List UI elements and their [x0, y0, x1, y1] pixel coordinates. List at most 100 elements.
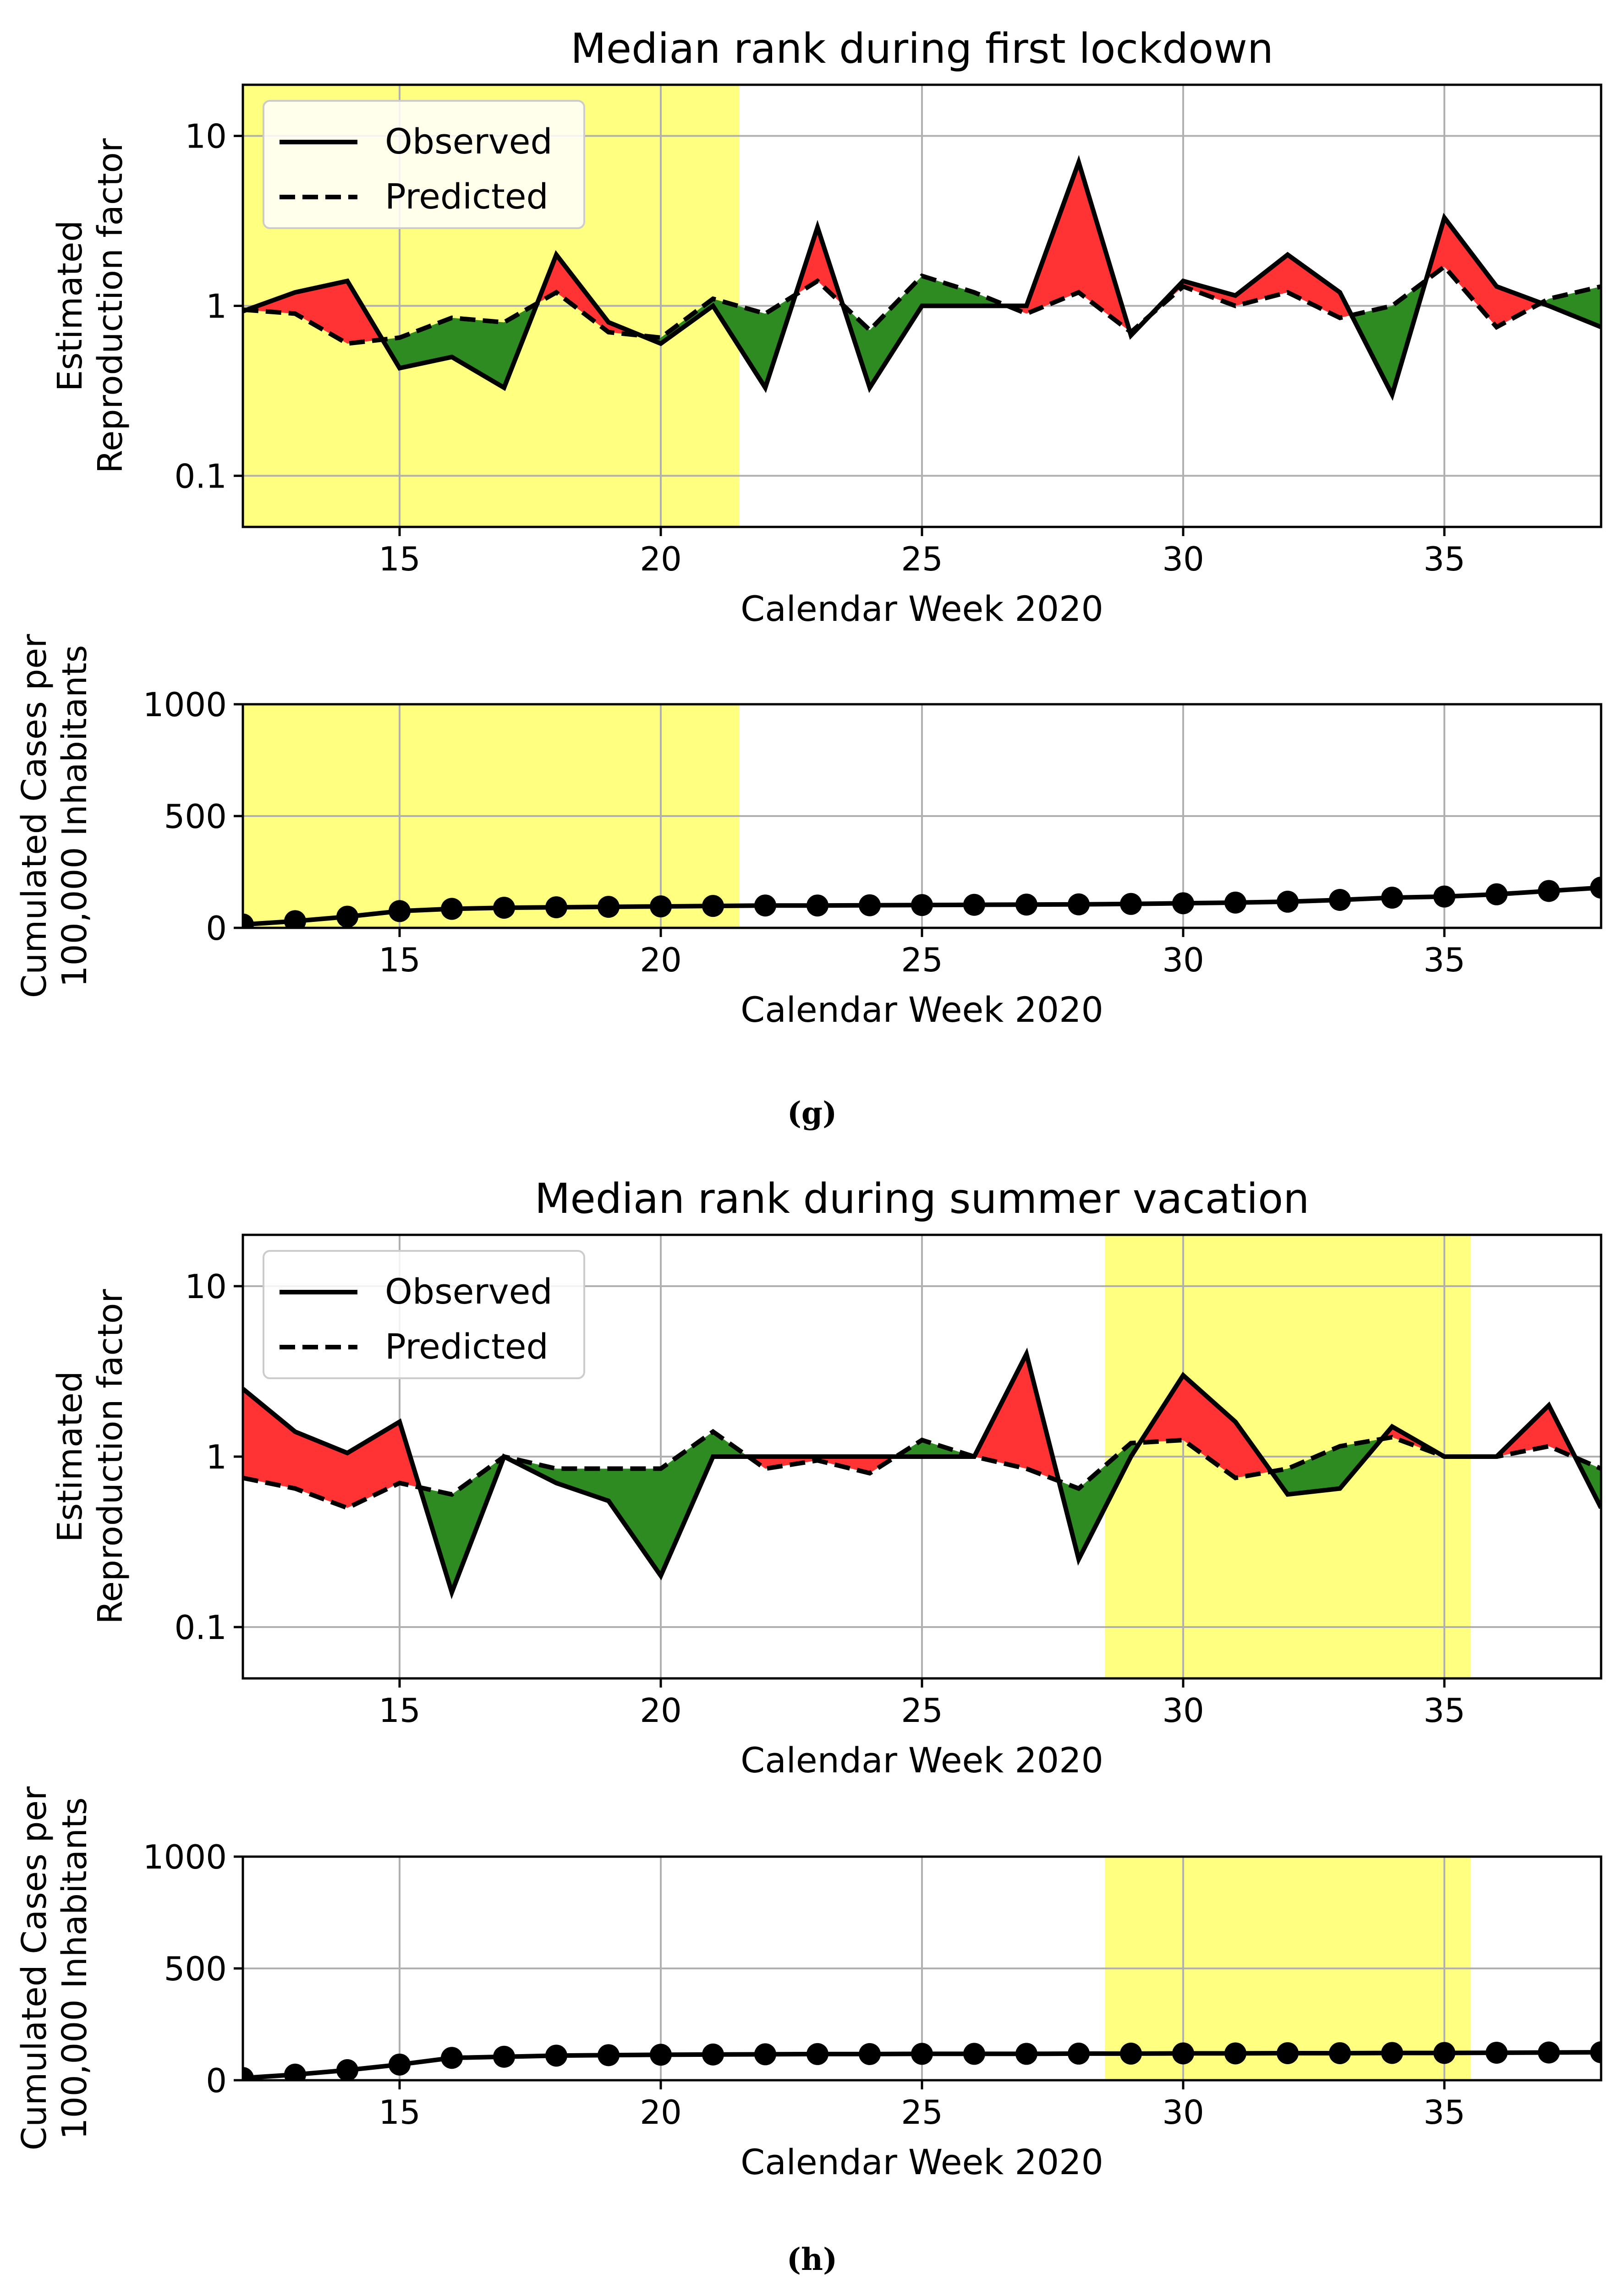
observed-line — [243, 155, 1601, 401]
data-point — [1172, 2042, 1194, 2065]
fill-above-predicted — [1497, 286, 1542, 327]
legend-predicted-label: Predicted — [385, 176, 549, 217]
data-point — [807, 894, 828, 917]
fill-below-predicted — [556, 1469, 609, 1501]
legend-box — [263, 100, 585, 229]
chart-g-reproduction: 15 20 25 30 35 0.1 1 10 Calendar Week 2020 Estima… — [50, 25, 1602, 629]
legend-observed-label: Observed — [385, 121, 553, 162]
data-point — [859, 2043, 881, 2065]
plot-area — [243, 877, 1601, 928]
y-axis-label-line2: 100,000 Inhabitants — [55, 1798, 94, 2140]
data-point — [243, 913, 254, 928]
plot-area — [243, 155, 1601, 401]
fill-below-predicted — [609, 1469, 661, 1576]
y-tick-label: 1 — [206, 1438, 227, 1476]
fill-below-predicted — [870, 276, 922, 388]
data-point — [1224, 891, 1246, 914]
data-point — [1120, 893, 1142, 915]
x-tick-label: 30 — [1162, 2093, 1204, 2132]
data-point — [598, 2044, 620, 2066]
plot-area — [243, 2041, 1601, 2080]
data-point — [441, 2047, 463, 2069]
y-axis-label-line1: Estimated — [50, 1371, 90, 1542]
data-point — [1329, 889, 1351, 911]
data-point — [493, 897, 515, 919]
data-point — [1172, 892, 1194, 915]
data-point — [963, 893, 985, 916]
data-point — [1068, 2042, 1090, 2065]
data-point — [1381, 2042, 1403, 2064]
fill-above-predicted — [1183, 1375, 1235, 1478]
legend-observed-label: Observed — [385, 1271, 553, 1312]
x-tick-label: 30 — [1162, 540, 1204, 578]
predicted-line — [243, 263, 1601, 346]
data-point — [389, 2053, 411, 2076]
fill-below-predicted — [1288, 1446, 1340, 1495]
x-tick-label: 35 — [1423, 2093, 1465, 2132]
data-point — [911, 2043, 933, 2065]
fill-above-predicted — [295, 1431, 347, 1508]
x-tick-label: 30 — [1162, 1691, 1204, 1730]
data-point — [545, 2044, 567, 2067]
x-tick-label: 35 — [1423, 941, 1465, 979]
fill-above-predicted — [243, 1388, 295, 1489]
data-point — [807, 2043, 828, 2065]
y-axis-label-line2: Reproduction factor — [91, 1289, 130, 1624]
data-point — [441, 898, 463, 920]
y-axis-label-line1: Estimated — [50, 220, 90, 392]
legend-predicted-label: Predicted — [385, 1326, 549, 1367]
fill-below-predicted — [400, 318, 452, 368]
data-point — [598, 896, 620, 918]
data-point — [859, 894, 881, 916]
data-point — [1486, 883, 1508, 905]
panel-g-label: (g) — [787, 1095, 837, 1131]
data-point — [650, 2044, 672, 2066]
fill-above-predicted — [295, 281, 347, 344]
x-tick-label: 30 — [1162, 941, 1204, 979]
chart-title: Median rank during first lockdown — [571, 25, 1273, 73]
data-point — [284, 2063, 306, 2080]
data-point — [1433, 2042, 1455, 2064]
x-tick-label: 25 — [901, 1691, 943, 1730]
y-tick-label: 10 — [185, 1267, 227, 1306]
y-tick-label: 0.1 — [174, 1608, 227, 1647]
y-tick-label: 1000 — [143, 1838, 227, 1876]
data-point — [1329, 2042, 1351, 2064]
data-point — [493, 2045, 515, 2068]
data-point — [702, 895, 724, 917]
chart-h-reproduction: 15 20 25 30 35 0.1 1 10 Calendar Week 2020 Estima… — [50, 1175, 1602, 1781]
fill-above-predicted — [347, 1422, 400, 1508]
panel-h-label: (h) — [787, 2242, 837, 2277]
x-tick-label: 15 — [379, 540, 421, 578]
data-point — [545, 896, 567, 919]
data-point — [1277, 2042, 1299, 2064]
x-tick-label: 20 — [640, 941, 682, 979]
y-tick-label: 10 — [185, 117, 227, 156]
y-tick-label: 500 — [164, 1950, 227, 1988]
x-tick-label: 15 — [379, 941, 421, 979]
y-axis-label-line2: Reproduction factor — [91, 138, 130, 473]
chart-h-cases: 15 20 25 30 35 0 500 1000 Calendar Week 2020 Cumu… — [15, 1786, 1602, 2182]
y-axis-label-line1: Cumulated Cases per — [15, 1786, 54, 2150]
chart-title: Median rank during summer vacation — [535, 1175, 1310, 1223]
data-point — [754, 2043, 776, 2066]
x-tick-label: 25 — [901, 2093, 943, 2132]
x-axis-label: Calendar Week 2020 — [741, 1740, 1103, 1781]
data-point — [1224, 2042, 1246, 2065]
legend-box — [263, 1250, 585, 1379]
chart-g-cases: 15 20 25 30 35 0 500 1000 Calendar Week 2020 Cumu… — [15, 634, 1602, 1030]
x-axis-label: Calendar Week 2020 — [741, 2142, 1103, 2182]
y-axis-label-line2: 100,000 Inhabitants — [55, 645, 94, 987]
data-point — [389, 900, 411, 922]
data-point — [650, 895, 672, 918]
data-point — [1120, 2042, 1142, 2065]
data-point — [1015, 893, 1037, 916]
plot-area — [243, 1347, 1601, 1600]
data-point — [1538, 2041, 1560, 2064]
data-point — [1433, 885, 1455, 908]
x-axis-label: Calendar Week 2020 — [741, 989, 1103, 1030]
data-point — [702, 2043, 724, 2066]
data-point — [336, 905, 358, 928]
x-axis-label: Calendar Week 2020 — [741, 588, 1103, 629]
data-point — [1590, 877, 1601, 899]
